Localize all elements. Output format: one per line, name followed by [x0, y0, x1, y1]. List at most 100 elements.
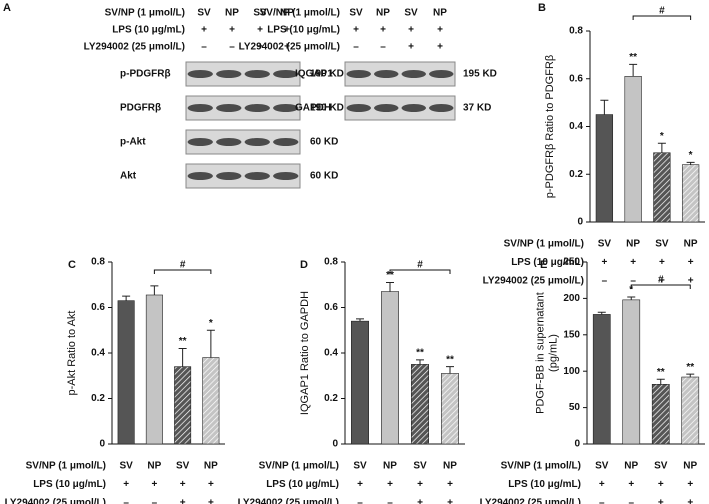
condition-cell: +: [417, 479, 423, 490]
error-bar: [627, 296, 636, 300]
condition-label: SV/NP (1 μmol/L): [501, 461, 581, 472]
condition-cell: +: [658, 479, 664, 490]
y-tick-label: 200: [563, 293, 580, 304]
bracket: [389, 269, 451, 274]
condition-cell: NP: [225, 8, 239, 19]
significance: *: [689, 150, 693, 161]
error-bar: [206, 329, 215, 358]
condition-cell: SV: [595, 461, 609, 472]
error-bar: [356, 318, 364, 322]
condition-cell: NP: [443, 461, 457, 472]
bar: [117, 300, 135, 445]
significance: *: [660, 131, 664, 142]
band: [401, 70, 426, 78]
bracket-label: #: [658, 275, 664, 286]
y-tick-label: 0.2: [91, 393, 105, 404]
condition-cell: +: [387, 479, 393, 490]
bar: [622, 299, 641, 445]
condition-cell: +: [284, 25, 290, 36]
band: [346, 104, 371, 112]
error-bar: [416, 359, 424, 365]
condition-cell: –: [380, 42, 386, 53]
y-tick-label: 0: [574, 439, 580, 450]
condition-label: LPS (10 μg/mL): [266, 479, 339, 490]
band: [273, 138, 299, 146]
condition-label: LY294002 (25 μmol/L): [480, 498, 581, 504]
blot-label: p-PDGFRβ: [120, 69, 171, 80]
y-tick-label: 0.6: [91, 302, 105, 313]
condition-cell: SV: [655, 239, 669, 250]
y-axis-label: p-PDGFRβ Ratio to PDGFRβ: [544, 55, 556, 198]
y-axis-label: PDGF-BB in supernatant: [534, 292, 546, 414]
condition-cell: NP: [624, 461, 638, 472]
significance: **: [446, 354, 454, 365]
condition-cell: –: [201, 42, 207, 53]
condition-cell: NP: [433, 8, 447, 19]
band: [273, 104, 299, 112]
band: [187, 104, 213, 112]
significance: **: [386, 270, 394, 281]
y-tick-label: 0: [332, 439, 338, 450]
condition-cell: SV: [176, 461, 190, 472]
bracket: [632, 15, 692, 20]
y-tick-label: 0: [99, 439, 105, 450]
condition-cell: +: [628, 479, 634, 490]
condition-cell: +: [180, 479, 186, 490]
y-tick-label: 0.8: [324, 257, 338, 268]
error-bar: [178, 347, 187, 367]
panel-label: C: [68, 259, 76, 271]
condition-cell: +: [417, 498, 423, 504]
condition-label: LY294002 (25 μmol/L): [483, 276, 584, 287]
band: [187, 172, 213, 180]
bracket-label: #: [180, 260, 186, 271]
condition-cell: +: [180, 498, 186, 504]
condition-cell: +: [601, 257, 607, 268]
condition-cell: +: [437, 25, 443, 36]
condition-cell: +: [599, 479, 605, 490]
condition-cell: +: [208, 498, 214, 504]
blot-size: 190 KD: [310, 69, 344, 80]
error-bar: [597, 311, 606, 315]
band: [187, 138, 213, 146]
condition-cell: –: [630, 276, 636, 287]
condition-label: SV/NP (1 μmol/L): [260, 8, 340, 19]
condition-cell: SV: [404, 8, 418, 19]
bar: [380, 291, 399, 445]
condition-cell: –: [229, 42, 235, 53]
condition-label: LPS (10 μg/mL): [33, 479, 106, 490]
condition-cell: +: [447, 479, 453, 490]
error-bar: [446, 366, 454, 374]
panel-label: B: [538, 2, 546, 14]
condition-cell: –: [357, 498, 363, 504]
condition-cell: NP: [280, 8, 294, 19]
condition-cell: –: [599, 498, 605, 504]
condition-cell: –: [152, 498, 158, 504]
y-tick-label: 0.4: [324, 348, 338, 359]
panel-label: A: [3, 2, 11, 14]
y-tick-label: 50: [569, 402, 581, 413]
significance: **: [686, 362, 694, 373]
condition-cell: +: [447, 498, 453, 504]
band: [374, 70, 399, 78]
band: [244, 138, 270, 146]
condition-cell: +: [408, 25, 414, 36]
condition-label: LY294002 (25 μmol/L): [238, 498, 339, 504]
condition-cell: SV: [253, 8, 267, 19]
condition-label: LPS (10 μg/mL): [508, 479, 581, 490]
blot-size: 195 KD: [463, 69, 497, 80]
condition-cell: +: [201, 25, 207, 36]
band: [216, 138, 242, 146]
band: [273, 70, 299, 78]
condition-cell: +: [357, 479, 363, 490]
error-bar: [686, 373, 695, 378]
band: [374, 104, 399, 112]
panel-label: E: [540, 259, 547, 271]
condition-cell: –: [123, 498, 129, 504]
band: [216, 172, 242, 180]
condition-cell: +: [659, 257, 665, 268]
significance: *: [629, 285, 633, 296]
condition-label: LPS (10 μg/mL): [267, 25, 340, 36]
y-tick-label: 100: [563, 366, 580, 377]
error-bar: [629, 63, 638, 77]
y-tick-label: 0.2: [324, 393, 338, 404]
